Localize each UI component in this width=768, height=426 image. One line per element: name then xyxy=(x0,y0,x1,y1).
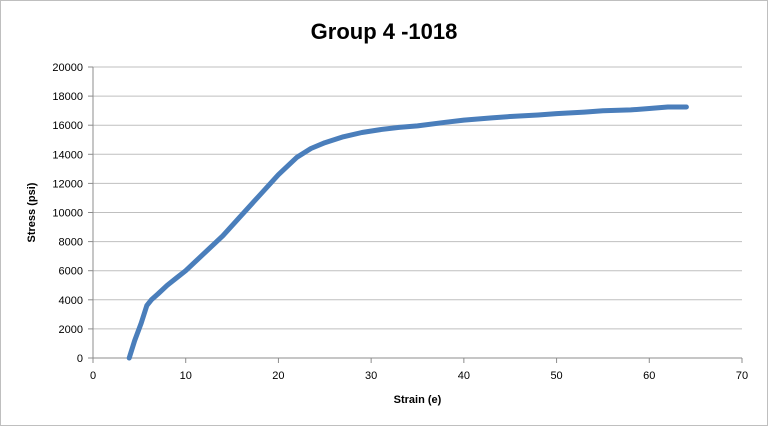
series-line xyxy=(126,104,689,361)
gridlines xyxy=(93,66,742,330)
y-tick-label: 2000 xyxy=(59,324,83,336)
y-tick-label: 20000 xyxy=(52,62,83,74)
x-axis-title: Strain (e) xyxy=(394,394,442,406)
y-tick-label: 12000 xyxy=(52,178,83,190)
y-tick-label: 10000 xyxy=(52,208,83,220)
y-tick-label: 0 xyxy=(77,353,83,365)
y-tick-label: 14000 xyxy=(52,149,83,161)
x-tick-label: 40 xyxy=(458,370,470,382)
axes xyxy=(88,66,743,363)
series-layer xyxy=(126,104,689,361)
x-tick-label: 30 xyxy=(365,370,377,382)
y-tick-label: 6000 xyxy=(59,266,83,278)
x-tick-label: 50 xyxy=(550,370,562,382)
tick-labels: 0 2000 4000 6000 8000 10000 12000 14000 16000 180… xyxy=(52,62,748,382)
y-tick-label: 16000 xyxy=(52,120,83,132)
y-tick-label: 4000 xyxy=(59,295,83,307)
chart-title: Group 4 -1018 xyxy=(310,19,458,44)
y-tick-label: 8000 xyxy=(59,237,83,249)
x-tick-label: 20 xyxy=(272,370,284,382)
x-tick-label: 0 xyxy=(90,370,96,382)
y-tick-label: 18000 xyxy=(52,91,83,103)
x-tick-label: 10 xyxy=(180,370,192,382)
x-tick-label: 60 xyxy=(643,370,655,382)
x-tick-label: 70 xyxy=(736,370,748,382)
y-axis-title: Stress (psi) xyxy=(26,182,38,242)
